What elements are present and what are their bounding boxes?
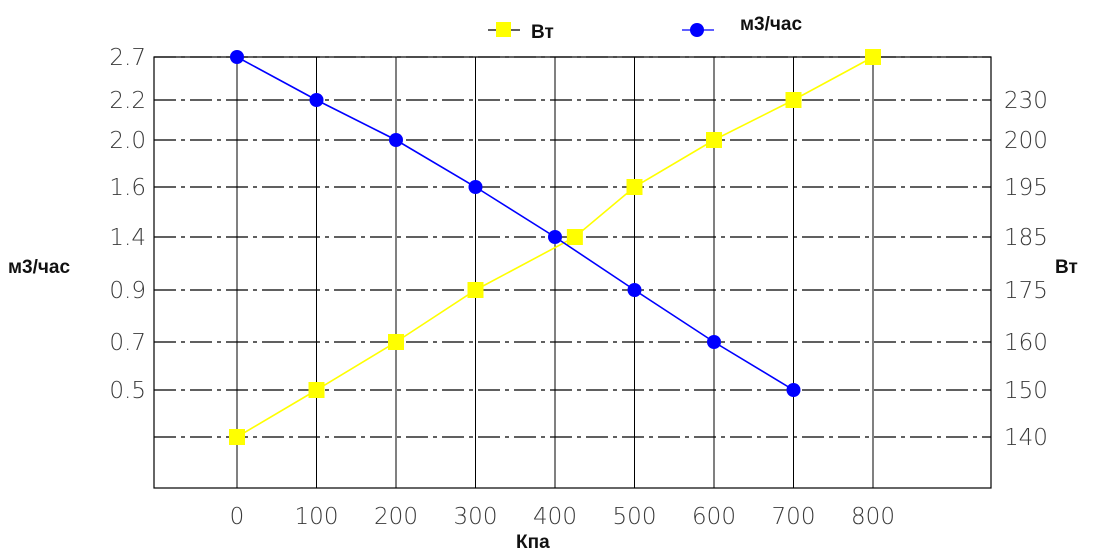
data-point-m3 [309,93,324,107]
x-tick-label: 500 [613,504,657,530]
data-point-m3 [389,133,403,147]
y-right-tick-label: 175 [1004,278,1048,304]
y-left-axis-title: м3/час [8,257,70,278]
series-line [236,56,794,391]
x-tick-label: 300 [454,504,498,530]
y-left-tick-label: 0.9 [109,278,146,304]
x-tick-label: 600 [692,504,736,530]
legend-label-m3: м3/час [740,14,802,35]
data-point-m3 [786,383,801,397]
ticks-layer: 0 100 200 300 400 500 600 700 800 2.7 2.2 2.0 1.6 1.4… [109,45,1047,530]
y-left-tick-label: 1.4 [109,225,146,251]
y-left-tick-label: 2.0 [109,128,146,154]
data-point-vt [229,429,245,445]
data-point-m3 [468,180,483,194]
y-right-tick-label: 195 [1004,175,1048,201]
data-point-vt [706,132,722,148]
grid [154,56,991,488]
data-point-vt [865,49,881,65]
x-tick-label: 100 [295,504,339,530]
series-vt [229,49,881,445]
plot-frame [153,56,992,489]
x-axis-title: Кпа [516,532,550,553]
legend-marker-m3 [690,23,704,37]
data-point-m3 [548,230,562,244]
y-right-tick-label: 150 [1004,378,1048,404]
x-tick-label: 800 [851,504,895,530]
y-left-tick-label: 2.2 [109,88,146,114]
data-point-m3 [230,50,244,64]
data-point-vt [388,334,404,350]
y-right-tick-label: 230 [1004,88,1048,114]
x-tick-label: 700 [772,504,816,530]
x-tick-label: 200 [374,504,418,530]
legend-label-vt: Вт [531,22,554,43]
data-point-m3 [707,335,721,349]
y-right-tick-label: 160 [1004,330,1048,356]
legend-marker-vt [496,22,511,37]
x-tick-label: 400 [533,504,577,530]
series-layer [229,49,881,445]
legend: Вт м3/час [488,14,802,43]
y-right-tick-label: 185 [1004,225,1048,251]
y-right-axis-title: Вт [1055,257,1078,278]
data-point-vt [467,282,484,298]
data-point-m3 [627,283,642,297]
data-point-vt [626,179,643,195]
y-right-tick-label: 140 [1004,425,1048,451]
y-left-tick-label: 0.7 [109,330,146,356]
y-left-tick-label: 2.7 [109,45,146,71]
x-tick-label: 0 [230,504,245,530]
series-m3 [230,50,801,397]
data-point-vt [308,382,325,398]
data-point-vt [566,229,583,245]
y-left-tick-label: 0.5 [109,378,146,404]
y-left-tick-label: 1.6 [109,175,146,201]
data-point-vt [785,92,802,108]
y-right-tick-label: 200 [1004,128,1048,154]
